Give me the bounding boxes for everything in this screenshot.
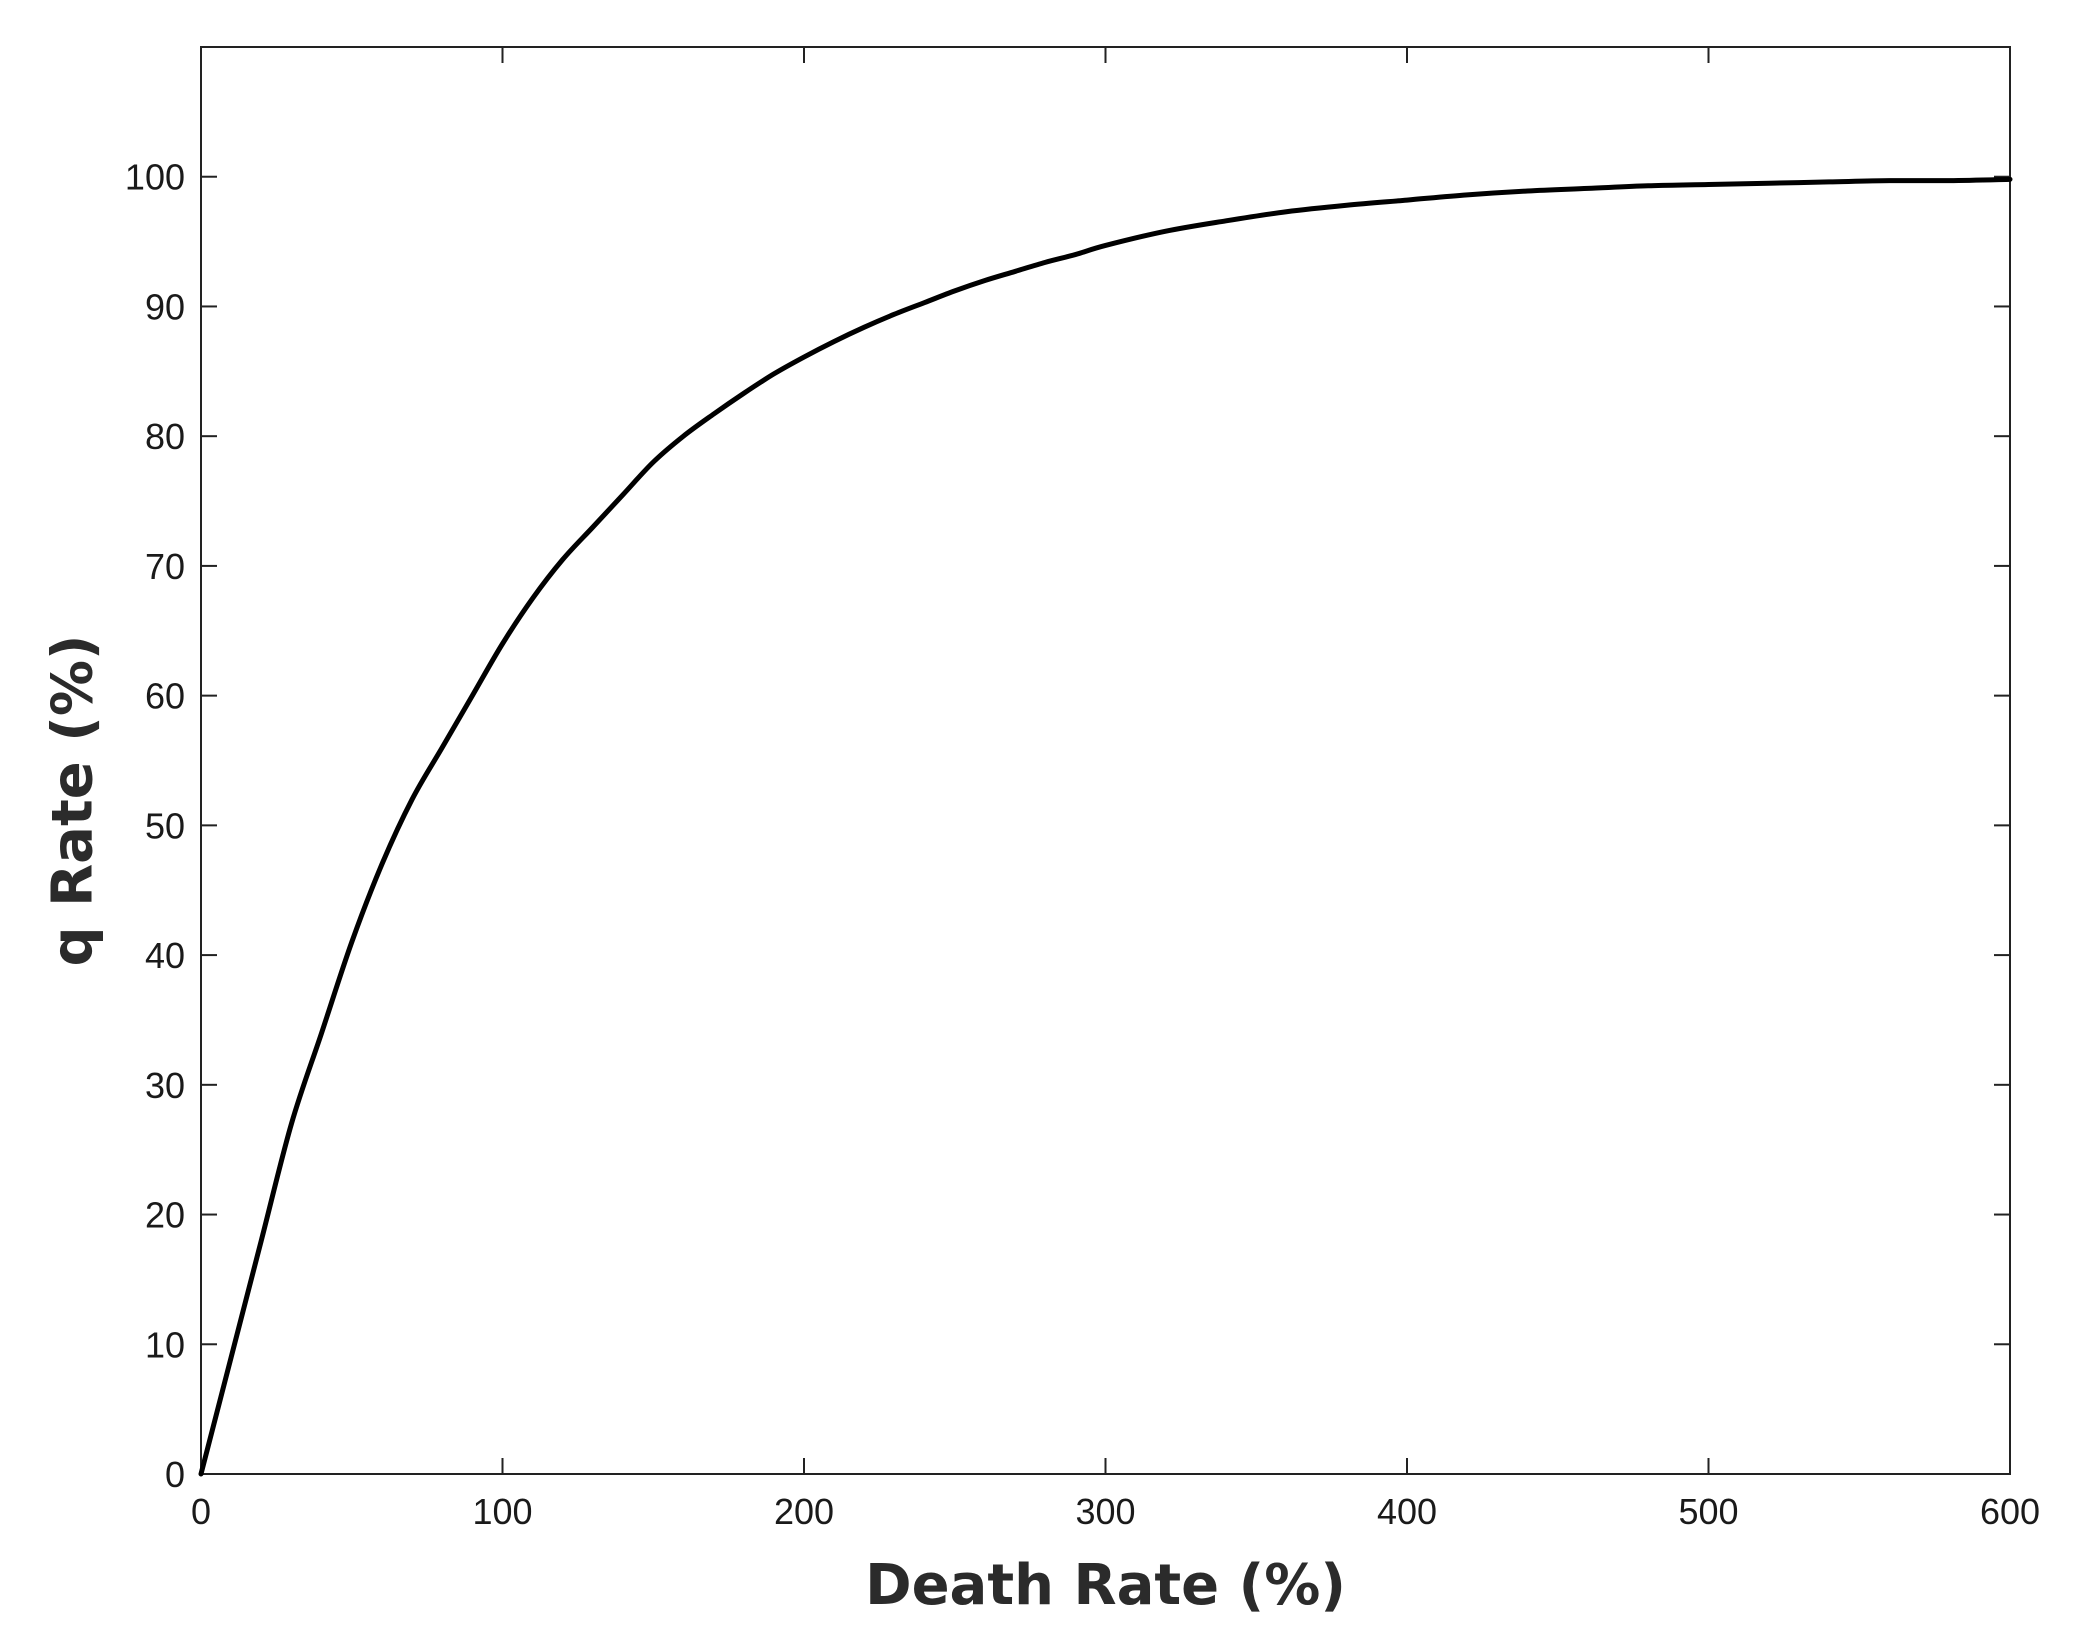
y-tick-label: 80 <box>145 416 185 457</box>
y-tick-label: 40 <box>145 935 185 976</box>
y-tick-label: 0 <box>165 1454 185 1495</box>
y-axis-title: q Rate (%) <box>41 634 106 966</box>
x-tick-label: 100 <box>472 1491 532 1532</box>
series-line <box>198 176 2013 1477</box>
y-tick-label: 20 <box>145 1195 185 1236</box>
x-axis-title: Death Rate (%) <box>865 1553 1346 1618</box>
tick-labels: 0 100 200 300 400 500 600 0 10 20 30 40 50 60 70 80 90 10… <box>125 157 2040 1532</box>
x-tick-label: 400 <box>1377 1491 1437 1532</box>
y-tick-label: 90 <box>145 286 185 327</box>
y-tick-label: 30 <box>145 1065 185 1106</box>
y-tick-label: 60 <box>145 676 185 717</box>
x-tick-label: 0 <box>191 1491 211 1532</box>
y-tick-label: 70 <box>145 546 185 587</box>
axis-ticks <box>200 47 2011 1475</box>
plot-frame <box>200 46 2011 1475</box>
y-tick-label: 50 <box>145 805 185 846</box>
y-tick-label: 100 <box>125 157 185 198</box>
y-tick-label: 10 <box>145 1324 185 1365</box>
x-tick-label: 300 <box>1075 1491 1135 1532</box>
x-tick-label: 600 <box>1980 1491 2040 1532</box>
x-tick-label: 500 <box>1678 1491 1738 1532</box>
x-tick-label: 200 <box>774 1491 834 1532</box>
